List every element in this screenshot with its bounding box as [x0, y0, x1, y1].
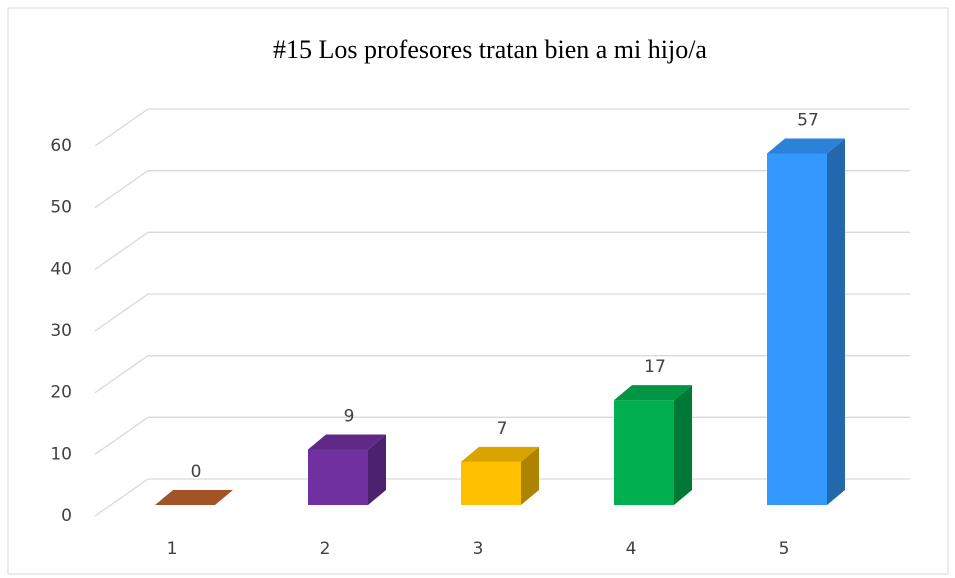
- bar-top: [461, 446, 539, 462]
- bar-top: [767, 138, 845, 154]
- bar-side: [521, 446, 539, 505]
- bar-side: [827, 138, 845, 505]
- bar-front: [767, 153, 827, 505]
- grid-line: [94, 355, 149, 394]
- bar-side: [674, 385, 692, 505]
- bar-side: [368, 434, 386, 505]
- x-tick-label: 1: [167, 539, 178, 559]
- data-label: 7: [497, 419, 508, 439]
- data-label: 57: [797, 111, 819, 131]
- bar-front: [614, 400, 674, 505]
- bar: [614, 385, 692, 505]
- x-tick-label: 2: [320, 539, 331, 559]
- bar-top: [155, 490, 233, 505]
- bar: [461, 446, 539, 505]
- bar: [767, 138, 845, 505]
- bar: [308, 434, 386, 505]
- bar: [155, 490, 233, 505]
- bar-front: [308, 449, 368, 505]
- bar-front: [461, 461, 521, 505]
- grid-line: [94, 231, 149, 270]
- y-tick-label: 30: [50, 321, 72, 341]
- y-tick-label: 20: [50, 383, 72, 403]
- data-label: 9: [344, 407, 355, 427]
- y-tick-label: 60: [50, 136, 72, 156]
- y-tick-label: 40: [50, 259, 72, 279]
- grid-line: [94, 170, 149, 209]
- y-tick-label: 10: [50, 444, 72, 464]
- bar-top: [308, 434, 386, 450]
- grid-line: [94, 108, 149, 147]
- x-tick-label: 5: [779, 539, 790, 559]
- x-tick-label: 3: [473, 539, 484, 559]
- bar-top: [614, 385, 692, 401]
- y-tick-label: 50: [50, 198, 72, 218]
- chart-title: #15 Los profesores tratan bien a mi hijo…: [273, 35, 707, 64]
- grid-line: [94, 293, 149, 332]
- grid-line: [94, 416, 149, 455]
- data-label: 17: [644, 357, 666, 377]
- grid-line: [94, 478, 149, 517]
- data-label: 0: [191, 462, 202, 482]
- y-tick-label: 0: [61, 506, 72, 526]
- x-tick-label: 4: [626, 539, 637, 559]
